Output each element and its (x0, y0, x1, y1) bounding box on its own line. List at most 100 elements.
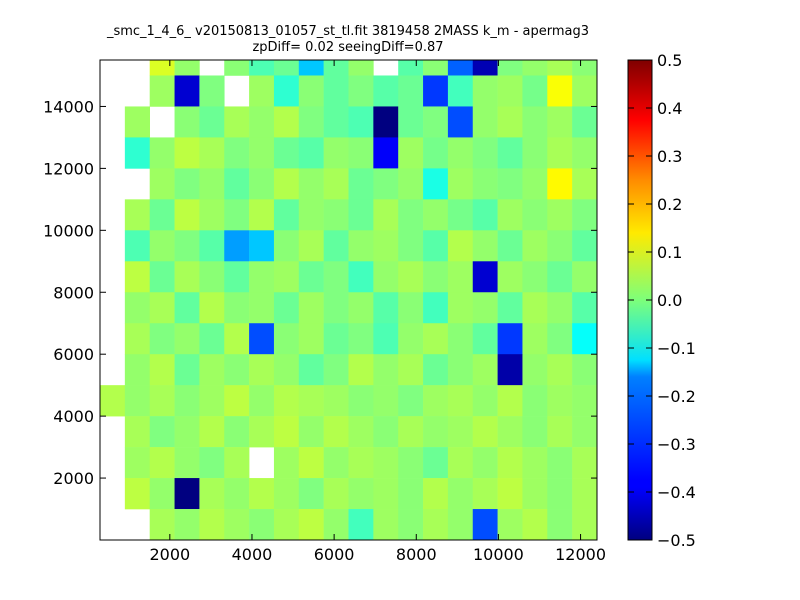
heatmap-cell (398, 199, 424, 231)
heatmap-cell (522, 199, 548, 231)
heatmap-cell (447, 137, 474, 169)
heatmap-cell (323, 168, 349, 200)
heatmap-cell (273, 385, 300, 417)
heatmap-cell (100, 385, 126, 417)
heatmap-cell (174, 168, 200, 200)
heatmap-cell (298, 447, 324, 479)
heatmap-cell (373, 261, 399, 293)
heatmap-cell (572, 385, 598, 417)
heatmap-cell (572, 168, 598, 200)
heatmap-cell (323, 385, 349, 417)
heatmap-cell (298, 60, 324, 76)
y-axis: 2000 4000 6000 8000 10000 12000 14000 (43, 97, 597, 488)
heatmap-cell (547, 354, 573, 386)
heatmap-cell (149, 354, 175, 386)
heatmap-cell (174, 106, 200, 138)
heatmap-cell (124, 447, 150, 479)
heatmap-cell (224, 416, 250, 448)
heatmap-cell (547, 292, 573, 324)
heatmap-cell (224, 354, 250, 386)
heatmap-cell (224, 106, 250, 138)
heatmap-cell (323, 354, 349, 386)
heatmap-cell (572, 447, 598, 479)
heatmap-cell (423, 168, 449, 200)
colorbar-tick-label: 0.2 (657, 195, 682, 214)
heatmap-cell (174, 60, 200, 76)
heatmap-cell (547, 509, 573, 541)
heatmap-cell (398, 261, 424, 293)
heatmap-cell (572, 354, 598, 386)
heatmap-cell (199, 230, 225, 262)
heatmap-cell (249, 385, 275, 417)
heatmap-cell (249, 416, 275, 448)
heatmap-cell (323, 106, 349, 138)
heatmap-cell (398, 230, 424, 262)
heatmap-cell (497, 261, 523, 293)
heatmap-cell (224, 168, 250, 200)
heatmap-cell (373, 323, 399, 355)
heatmap-cell (199, 385, 225, 417)
heatmap-cell (273, 168, 300, 200)
heatmap-cell (447, 354, 474, 386)
heatmap-cell (423, 75, 449, 107)
heatmap-cell (273, 354, 300, 386)
heatmap-cell (224, 199, 250, 231)
heatmap-cell (373, 199, 399, 231)
heatmap-cell (423, 509, 449, 541)
heatmap-cell (472, 261, 498, 293)
x-tick-label: 2000 (149, 545, 190, 564)
heatmap-cell (273, 137, 300, 169)
chart-title-line2: zpDiff= 0.02 seeingDiff=0.87 (252, 40, 444, 55)
heatmap-cell (497, 230, 523, 262)
y-tick-label: 4000 (53, 407, 94, 426)
heatmap-cell (298, 75, 324, 107)
heatmap-cell (447, 60, 474, 76)
heatmap-cell (497, 199, 523, 231)
heatmap-cell (547, 323, 573, 355)
heatmap-cell (423, 230, 449, 262)
heatmap-cell (149, 261, 175, 293)
heatmap-cell (224, 478, 250, 510)
heatmap-cell (572, 292, 598, 324)
heatmap-cell (124, 199, 150, 231)
heatmap-cell (323, 261, 349, 293)
heatmap-cell (522, 230, 548, 262)
heatmap-cell (447, 447, 474, 479)
heatmap-cell (348, 447, 374, 479)
heatmap-cell (199, 478, 225, 510)
heatmap-cell (323, 230, 349, 262)
heatmap-cell (398, 416, 424, 448)
colorbar-tick-label: −0.3 (657, 435, 696, 454)
heatmap-cell (472, 292, 498, 324)
y-tick-label: 6000 (53, 345, 94, 364)
heatmap-cell (174, 478, 200, 510)
heatmap-cell (423, 416, 449, 448)
heatmap-cell (348, 168, 374, 200)
heatmap-cell (298, 478, 324, 510)
heatmap-cell (149, 509, 175, 541)
colorbar-tick-label: −0.5 (657, 531, 696, 550)
heatmap-cell (472, 230, 498, 262)
y-tick-label: 14000 (43, 97, 94, 116)
heatmap-cell (447, 261, 474, 293)
heatmap-cell (174, 447, 200, 479)
heatmap-cell (572, 60, 598, 76)
heatmap-cell (398, 447, 424, 479)
heatmap-cell (174, 261, 200, 293)
heatmap-cell (174, 354, 200, 386)
heatmap-cell (149, 323, 175, 355)
heatmap-cell (472, 75, 498, 107)
heatmap-cell (249, 137, 275, 169)
heatmap-cell (447, 509, 474, 541)
heatmap-cell (149, 292, 175, 324)
heatmap-cell (199, 354, 225, 386)
heatmap-cell (522, 168, 548, 200)
heatmap-cell (323, 137, 349, 169)
heatmap-cell (199, 509, 225, 541)
heatmap-cell (149, 75, 175, 107)
heatmap-cell (447, 385, 474, 417)
heatmap-cell (423, 137, 449, 169)
heatmap-cell (149, 60, 175, 76)
heatmap-cell (373, 75, 399, 107)
heatmap-cell (398, 168, 424, 200)
